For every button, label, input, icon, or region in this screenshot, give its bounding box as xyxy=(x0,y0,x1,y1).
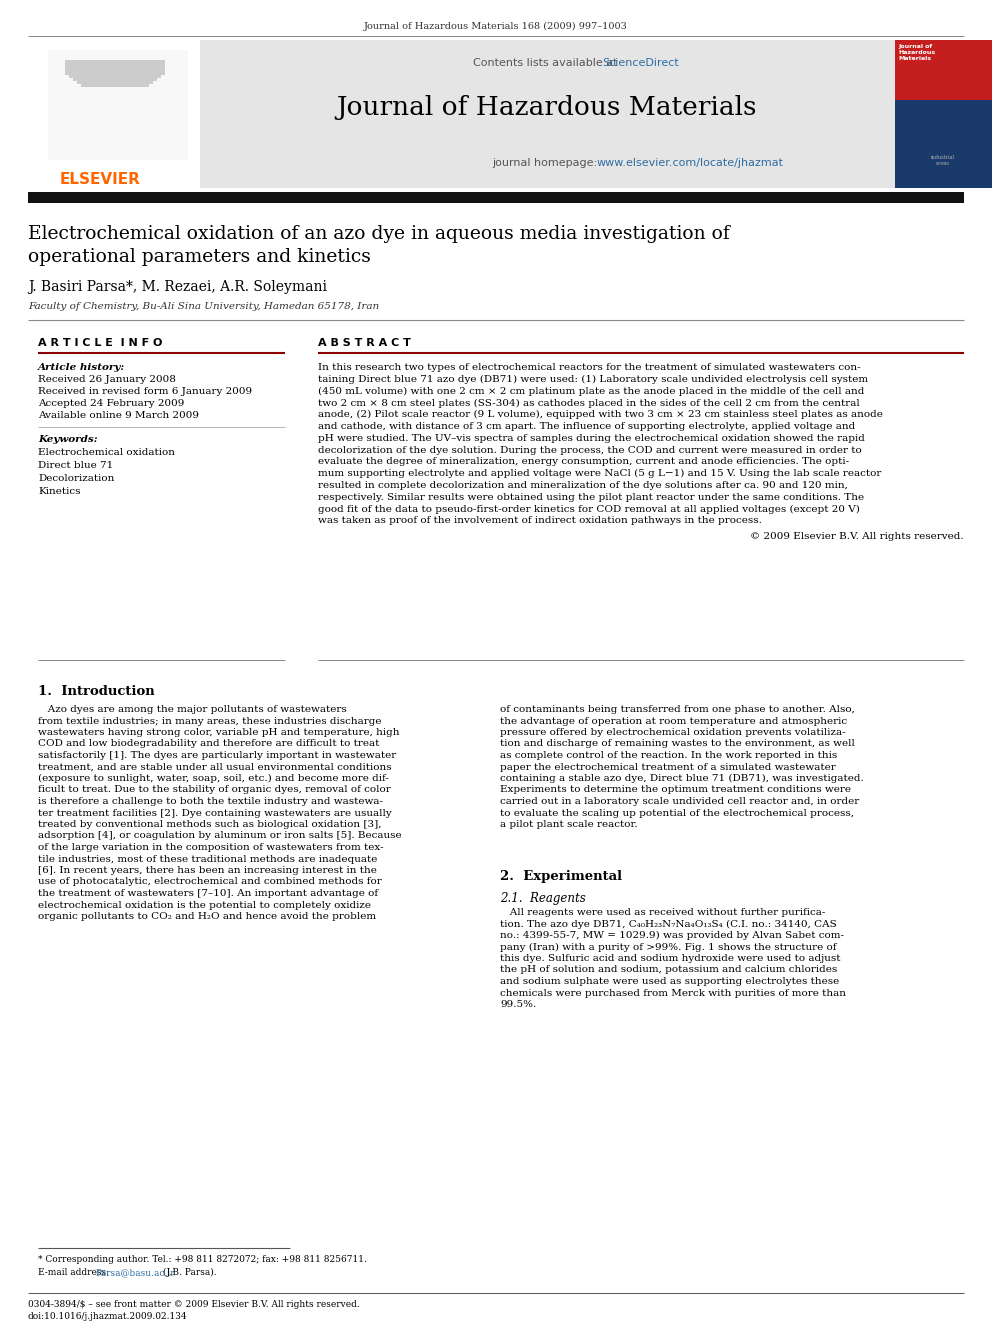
Text: Article history:: Article history: xyxy=(38,363,125,372)
Text: tion and discharge of remaining wastes to the environment, as well: tion and discharge of remaining wastes t… xyxy=(500,740,855,749)
Text: A B S T R A C T: A B S T R A C T xyxy=(318,337,411,348)
Text: operational parameters and kinetics: operational parameters and kinetics xyxy=(28,247,371,266)
Bar xyxy=(895,101,992,188)
Text: Contents lists available at: Contents lists available at xyxy=(473,58,621,67)
Text: Parsa@basu.ac.ir: Parsa@basu.ac.ir xyxy=(95,1267,175,1277)
Text: decolorization of the dye solution. During the process, the COD and current were: decolorization of the dye solution. Duri… xyxy=(318,446,862,455)
Text: ELSEVIER: ELSEVIER xyxy=(60,172,141,187)
Text: Experiments to determine the optimum treatment conditions were: Experiments to determine the optimum tre… xyxy=(500,786,851,795)
Text: Accepted 24 February 2009: Accepted 24 February 2009 xyxy=(38,400,185,407)
Text: Journal of Hazardous Materials: Journal of Hazardous Materials xyxy=(336,95,757,120)
Text: resulted in complete decolorization and mineralization of the dye solutions afte: resulted in complete decolorization and … xyxy=(318,482,848,490)
Bar xyxy=(65,60,165,75)
Text: ficult to treat. Due to the stability of organic dyes, removal of color: ficult to treat. Due to the stability of… xyxy=(38,786,391,795)
Text: * Corresponding author. Tel.: +98 811 8272072; fax: +98 811 8256711.: * Corresponding author. Tel.: +98 811 82… xyxy=(38,1256,367,1263)
Text: of contaminants being transferred from one phase to another. Also,: of contaminants being transferred from o… xyxy=(500,705,855,714)
Text: pH were studied. The UV–vis spectra of samples during the electrochemical oxidat: pH were studied. The UV–vis spectra of s… xyxy=(318,434,865,443)
Text: Journal of
Hazardous
Materials: Journal of Hazardous Materials xyxy=(898,44,935,61)
Text: respectively. Similar results were obtained using the pilot plant reactor under : respectively. Similar results were obtai… xyxy=(318,492,864,501)
Text: ter treatment facilities [2]. Dye containing wastewaters are usually: ter treatment facilities [2]. Dye contai… xyxy=(38,808,392,818)
Text: tile industries, most of these traditional methods are inadequate: tile industries, most of these tradition… xyxy=(38,855,377,864)
Text: E-mail address:: E-mail address: xyxy=(38,1267,112,1277)
Text: A R T I C L E  I N F O: A R T I C L E I N F O xyxy=(38,337,163,348)
Text: Electrochemical oxidation of an azo dye in aqueous media investigation of: Electrochemical oxidation of an azo dye … xyxy=(28,225,730,243)
Text: journal homepage:: journal homepage: xyxy=(493,157,601,168)
Text: and sodium sulphate were used as supporting electrolytes these: and sodium sulphate were used as support… xyxy=(500,976,839,986)
Text: 99.5%.: 99.5%. xyxy=(500,1000,537,1009)
Text: pressure offered by electrochemical oxidation prevents volatiliza-: pressure offered by electrochemical oxid… xyxy=(500,728,845,737)
Text: Available online 9 March 2009: Available online 9 March 2009 xyxy=(38,411,199,419)
Text: containing a stable azo dye, Direct blue 71 (DB71), was investigated.: containing a stable azo dye, Direct blue… xyxy=(500,774,864,783)
Text: 0304-3894/$ – see front matter © 2009 Elsevier B.V. All rights reserved.: 0304-3894/$ – see front matter © 2009 El… xyxy=(28,1301,360,1308)
Bar xyxy=(69,64,161,78)
Text: industrial
scene: industrial scene xyxy=(930,155,955,165)
Bar xyxy=(81,71,149,87)
Text: COD and low biodegradability and therefore are difficult to treat: COD and low biodegradability and therefo… xyxy=(38,740,379,749)
Text: good fit of the data to pseudo-first-order kinetics for COD removal at all appli: good fit of the data to pseudo-first-ord… xyxy=(318,504,860,513)
Text: (450 mL volume) with one 2 cm × 2 cm platinum plate as the anode placed in the m: (450 mL volume) with one 2 cm × 2 cm pla… xyxy=(318,386,864,396)
Text: anode, (2) Pilot scale reactor (9 L volume), equipped with two 3 cm × 23 cm stai: anode, (2) Pilot scale reactor (9 L volu… xyxy=(318,410,883,419)
Bar xyxy=(895,40,992,188)
Text: two 2 cm × 8 cm steel plates (SS-304) as cathodes placed in the sides of the cel: two 2 cm × 8 cm steel plates (SS-304) as… xyxy=(318,398,860,407)
Text: use of photocatalytic, electrochemical and combined methods for: use of photocatalytic, electrochemical a… xyxy=(38,877,382,886)
Text: Faculty of Chemistry, Bu-Ali Sina University, Hamedan 65178, Iran: Faculty of Chemistry, Bu-Ali Sina Univer… xyxy=(28,302,379,311)
Bar xyxy=(77,69,153,83)
Text: chemicals were purchased from Merck with purities of more than: chemicals were purchased from Merck with… xyxy=(500,988,846,998)
Bar xyxy=(28,192,964,202)
Text: as complete control of the reaction. In the work reported in this: as complete control of the reaction. In … xyxy=(500,751,837,759)
Text: (J.B. Parsa).: (J.B. Parsa). xyxy=(160,1267,216,1277)
Text: www.elsevier.com/locate/jhazmat: www.elsevier.com/locate/jhazmat xyxy=(597,157,784,168)
Text: 2.1.  Reagents: 2.1. Reagents xyxy=(500,892,585,905)
Text: the pH of solution and sodium, potassium and calcium chlorides: the pH of solution and sodium, potassium… xyxy=(500,966,837,975)
Text: taining Direct blue 71 azo dye (DB71) were used: (1) Laboratory scale undivided : taining Direct blue 71 azo dye (DB71) we… xyxy=(318,374,868,384)
Text: Azo dyes are among the major pollutants of wastewaters: Azo dyes are among the major pollutants … xyxy=(38,705,347,714)
Text: no.: 4399-55-7, MW = 1029.9) was provided by Alvan Sabet com-: no.: 4399-55-7, MW = 1029.9) was provide… xyxy=(500,931,844,941)
Text: (exposure to sunlight, water, soap, soil, etc.) and become more dif-: (exposure to sunlight, water, soap, soil… xyxy=(38,774,389,783)
Text: treatment, and are stable under all usual environmental conditions: treatment, and are stable under all usua… xyxy=(38,762,392,771)
Text: Direct blue 71: Direct blue 71 xyxy=(38,460,113,470)
Text: 1.  Introduction: 1. Introduction xyxy=(38,685,155,699)
Text: the advantage of operation at room temperature and atmospheric: the advantage of operation at room tempe… xyxy=(500,717,847,725)
Text: a pilot plant scale reactor.: a pilot plant scale reactor. xyxy=(500,820,638,830)
Text: was taken as proof of the involvement of indirect oxidation pathways in the proc: was taken as proof of the involvement of… xyxy=(318,516,762,525)
Text: [6]. In recent years, there has been an increasing interest in the: [6]. In recent years, there has been an … xyxy=(38,867,377,875)
Text: this dye. Sulfuric acid and sodium hydroxide were used to adjust: this dye. Sulfuric acid and sodium hydro… xyxy=(500,954,840,963)
Text: Keywords:: Keywords: xyxy=(38,435,97,445)
Text: mum supporting electrolyte and applied voltage were NaCl (5 g L−1) and 15 V. Usi: mum supporting electrolyte and applied v… xyxy=(318,470,881,479)
Text: evaluate the degree of mineralization, energy consumption, current and anode eff: evaluate the degree of mineralization, e… xyxy=(318,458,849,467)
Text: Electrochemical oxidation: Electrochemical oxidation xyxy=(38,448,175,456)
Text: to evaluate the scaling up potential of the electrochemical process,: to evaluate the scaling up potential of … xyxy=(500,808,854,818)
Text: is therefore a challenge to both the textile industry and wastewa-: is therefore a challenge to both the tex… xyxy=(38,796,383,806)
Text: Received 26 January 2008: Received 26 January 2008 xyxy=(38,374,176,384)
Text: 2.  Experimental: 2. Experimental xyxy=(500,871,622,882)
Text: In this research two types of electrochemical reactors for the treatment of simu: In this research two types of electroche… xyxy=(318,363,861,372)
Text: from textile industries; in many areas, these industries discharge: from textile industries; in many areas, … xyxy=(38,717,382,725)
Text: of the large variation in the composition of wastewaters from tex-: of the large variation in the compositio… xyxy=(38,843,384,852)
Text: Decolorization: Decolorization xyxy=(38,474,114,483)
Text: organic pollutants to CO₂ and H₂O and hence avoid the problem: organic pollutants to CO₂ and H₂O and he… xyxy=(38,912,376,921)
Text: paper the electrochemical treatment of a simulated wastewater: paper the electrochemical treatment of a… xyxy=(500,762,835,771)
Text: pany (Iran) with a purity of >99%. Fig. 1 shows the structure of: pany (Iran) with a purity of >99%. Fig. … xyxy=(500,942,836,951)
Text: doi:10.1016/j.jhazmat.2009.02.134: doi:10.1016/j.jhazmat.2009.02.134 xyxy=(28,1312,187,1320)
Text: carried out in a laboratory scale undivided cell reactor and, in order: carried out in a laboratory scale undivi… xyxy=(500,796,859,806)
Text: J. Basiri Parsa*, M. Rezaei, A.R. Soleymani: J. Basiri Parsa*, M. Rezaei, A.R. Soleym… xyxy=(28,280,327,294)
Bar xyxy=(200,40,895,188)
Text: satisfactorily [1]. The dyes are particularly important in wastewater: satisfactorily [1]. The dyes are particu… xyxy=(38,751,396,759)
Text: ScienceDirect: ScienceDirect xyxy=(602,58,679,67)
Text: Journal of Hazardous Materials 168 (2009) 997–1003: Journal of Hazardous Materials 168 (2009… xyxy=(364,22,628,32)
Text: All reagents were used as received without further purifica-: All reagents were used as received witho… xyxy=(500,908,825,917)
Text: tion. The azo dye DB71, C₄₀H₂₃N₇Na₄O₁₃S₄ (C.I. no.: 34140, CAS: tion. The azo dye DB71, C₄₀H₂₃N₇Na₄O₁₃S₄… xyxy=(500,919,836,929)
Text: the treatment of wastewaters [7–10]. An important advantage of: the treatment of wastewaters [7–10]. An … xyxy=(38,889,378,898)
Text: adsorption [4], or coagulation by aluminum or iron salts [5]. Because: adsorption [4], or coagulation by alumin… xyxy=(38,831,402,840)
Text: Received in revised form 6 January 2009: Received in revised form 6 January 2009 xyxy=(38,388,252,396)
Text: electrochemical oxidation is the potential to completely oxidize: electrochemical oxidation is the potenti… xyxy=(38,901,371,909)
Text: Kinetics: Kinetics xyxy=(38,487,80,496)
Bar xyxy=(73,66,157,81)
Text: wastewaters having strong color, variable pH and temperature, high: wastewaters having strong color, variabl… xyxy=(38,728,400,737)
Bar xyxy=(48,50,188,160)
Text: and cathode, with distance of 3 cm apart. The influence of supporting electrolyt: and cathode, with distance of 3 cm apart… xyxy=(318,422,855,431)
Text: treated by conventional methods such as biological oxidation [3],: treated by conventional methods such as … xyxy=(38,820,382,830)
Text: © 2009 Elsevier B.V. All rights reserved.: © 2009 Elsevier B.V. All rights reserved… xyxy=(750,532,964,541)
